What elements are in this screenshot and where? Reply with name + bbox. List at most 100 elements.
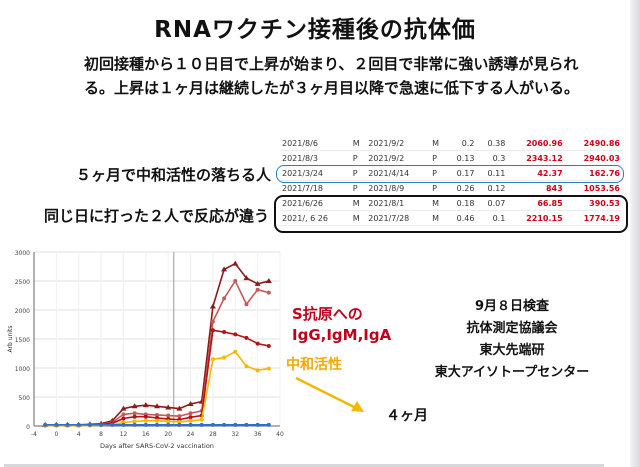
table-cell-v3: 66.85 — [507, 195, 565, 211]
data-point — [165, 404, 172, 410]
four-months-label: ４ヶ月 — [386, 408, 428, 424]
data-point — [255, 422, 260, 427]
table-cell-date1: 2021/, 6 26 — [280, 210, 351, 226]
data-point — [210, 328, 215, 333]
table-row: 2021/3/24 P 2021/4/14 P 0.17 0.11 42.37 162.76 — [280, 165, 622, 181]
data-point — [266, 366, 271, 371]
data-point — [99, 422, 104, 427]
data-point — [155, 422, 159, 427]
data-point — [110, 422, 115, 427]
data-point — [244, 302, 249, 307]
table-cell-v2: 0.1 — [476, 210, 508, 226]
slide-intro: 初回接種から１０日目で上昇が始まり、２回目で非常に強い誘導が見られ る。上昇は１… — [84, 52, 604, 100]
data-point — [210, 319, 215, 324]
y-tick-label: 2000 — [15, 308, 30, 315]
data-point — [232, 260, 239, 266]
table-cell-v4: 162.76 — [564, 165, 622, 181]
table-cell-s2: M — [430, 136, 446, 151]
y-tick-label: 2500 — [15, 279, 30, 286]
bottom-scrollbar[interactable] — [4, 464, 604, 467]
antibody-label: S抗原への IgG,IgM,IgA — [292, 304, 391, 346]
table-cell-s1: P — [350, 165, 367, 181]
data-point — [199, 417, 204, 422]
data-point — [255, 341, 260, 346]
data-point — [155, 415, 159, 420]
data-point — [143, 414, 148, 419]
data-point — [166, 413, 171, 418]
data-point — [121, 416, 126, 421]
data-point — [254, 280, 261, 286]
note-same-day: 同じ日に打った２人で反応が違う — [44, 207, 270, 225]
x-tick-label: 16 — [142, 431, 150, 438]
window-edge — [630, 0, 640, 467]
data-point — [222, 330, 227, 335]
table-cell-s2: P — [430, 165, 446, 181]
data-point — [120, 405, 127, 411]
data-point — [243, 275, 250, 281]
data-point — [233, 349, 238, 354]
data-point — [132, 411, 137, 416]
data-point — [255, 368, 260, 373]
x-tick-label: 28 — [209, 431, 217, 438]
data-point — [266, 290, 271, 295]
y-axis-title: Arb units — [7, 325, 14, 352]
table-cell-date2: 2021/8/1 — [366, 195, 431, 211]
table-cell-v1: 0.46 — [445, 210, 477, 226]
data-point — [233, 279, 238, 283]
table-cell-date1: 2021/6/26 — [280, 195, 351, 211]
data-point — [155, 412, 159, 417]
test-info-line: 9月８日検査 — [474, 299, 550, 314]
note-five-months: ５ヶ月で中和活性の落ちる人 — [76, 166, 272, 184]
data-point — [209, 303, 216, 309]
table-cell-v2: 0.11 — [476, 165, 508, 181]
table-cell-v1: 0.18 — [445, 195, 477, 211]
table-cell-v3: 2210.15 — [507, 210, 565, 226]
data-point — [87, 422, 92, 427]
x-tick-label: 0 — [54, 431, 58, 438]
data-point — [166, 422, 171, 427]
table-row: 2021/, 6 26 M 2021/7/28 M 0.46 0.1 2210.15 1774… — [280, 210, 622, 226]
x-tick-label: 32 — [231, 431, 239, 438]
data-point — [244, 335, 249, 340]
y-tick-label: 1500 — [15, 337, 30, 344]
x-tick-label: 36 — [254, 431, 262, 438]
data-point — [121, 422, 126, 427]
table-cell-v1: 0.2 — [445, 136, 477, 151]
data-point — [177, 414, 182, 419]
data-point — [155, 418, 159, 423]
x-tick-label: 20 — [164, 431, 172, 438]
table-cell-date1: 2021/8/6 — [280, 136, 351, 151]
data-point — [221, 266, 228, 272]
antibody-table: 2021/8/6 M 2021/9/2 M 0.2 0.38 2060.96 2490.86 2… — [280, 136, 622, 226]
data-point — [143, 418, 148, 423]
table-cell-s2: M — [430, 210, 446, 226]
data-point — [233, 422, 238, 427]
y-tick-label: 500 — [19, 395, 31, 402]
table-cell-date2: 2021/4/14 — [366, 165, 431, 181]
x-tick-label: 40 — [276, 431, 284, 438]
x-tick-label: -4 — [31, 431, 37, 438]
data-point — [132, 422, 137, 427]
data-point — [43, 422, 48, 427]
data-point — [244, 364, 249, 369]
table-row: 2021/6/26 M 2021/8/1 M 0.18 0.07 66.85 390.53 — [280, 195, 622, 211]
data-point — [177, 419, 182, 424]
slide-title: RNAワクチン接種後の抗体価 — [154, 17, 476, 43]
data-point — [154, 403, 160, 409]
data-point — [222, 296, 227, 301]
x-tick-label: 8 — [99, 431, 103, 438]
data-point — [188, 422, 193, 427]
test-info-line: 東大先端研 — [479, 343, 545, 358]
table-cell-s1: M — [350, 136, 367, 151]
data-point — [54, 422, 59, 427]
data-point — [266, 343, 271, 348]
x-tick-label: 24 — [187, 431, 195, 438]
data-point — [222, 422, 227, 427]
data-point — [188, 418, 193, 423]
data-point — [142, 402, 149, 408]
table-cell-v4: 1774.19 — [564, 210, 622, 226]
x-tick-label: 12 — [120, 431, 128, 438]
